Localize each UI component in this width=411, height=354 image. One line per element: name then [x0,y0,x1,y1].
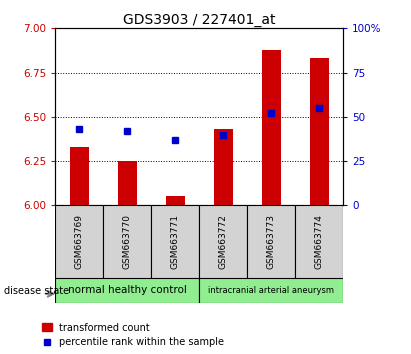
Bar [55,278,199,303]
Bar [104,205,151,278]
Text: GSM663771: GSM663771 [171,214,180,269]
Text: intracranial arterial aneurysm: intracranial arterial aneurysm [208,286,334,295]
Bar [55,205,104,278]
Title: GDS3903 / 227401_at: GDS3903 / 227401_at [123,13,276,27]
Bar [151,205,199,278]
Text: disease state: disease state [4,286,69,296]
Bar [166,196,185,205]
Bar [199,278,343,303]
Bar [70,147,89,205]
Text: normal healthy control: normal healthy control [68,285,187,295]
Bar [118,161,137,205]
Bar [295,205,343,278]
Bar [214,129,233,205]
Legend: transformed count, percentile rank within the sample: transformed count, percentile rank withi… [42,322,224,347]
Bar [247,205,295,278]
Text: GSM663773: GSM663773 [267,214,276,269]
Bar [262,50,281,205]
Bar [309,58,329,205]
Bar [199,205,247,278]
Text: GSM663769: GSM663769 [75,214,84,269]
Text: GSM663772: GSM663772 [219,214,228,269]
Text: GSM663770: GSM663770 [123,214,132,269]
Text: GSM663774: GSM663774 [315,214,324,269]
